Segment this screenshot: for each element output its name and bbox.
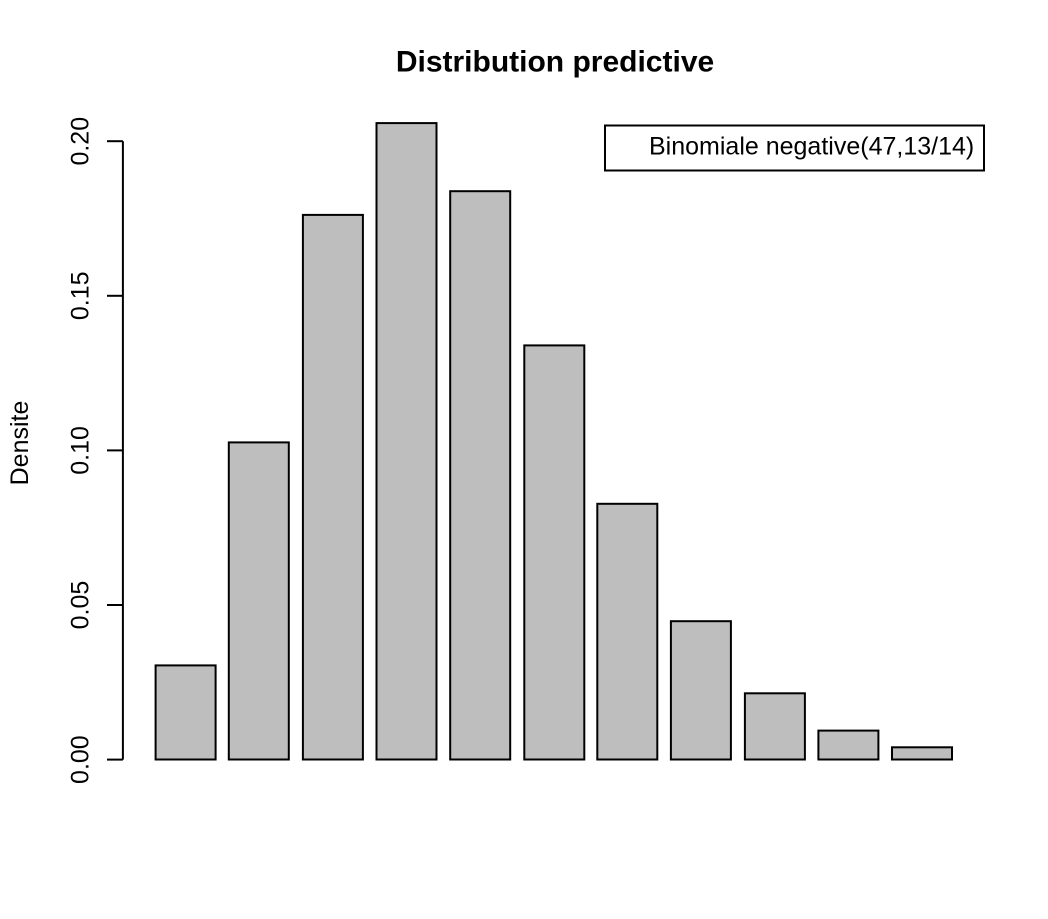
svg-text:Binomiale negative(47,13/14): Binomiale negative(47,13/14) — [649, 132, 974, 160]
svg-text:Distribution predictive: Distribution predictive — [396, 46, 714, 79]
svg-text:0.05: 0.05 — [67, 581, 95, 630]
svg-text:0.20: 0.20 — [67, 117, 95, 166]
svg-text:0.10: 0.10 — [67, 426, 95, 475]
svg-text:0.00: 0.00 — [67, 735, 95, 784]
svg-text:Densite: Densite — [6, 401, 34, 486]
svg-text:0.15: 0.15 — [67, 271, 95, 320]
